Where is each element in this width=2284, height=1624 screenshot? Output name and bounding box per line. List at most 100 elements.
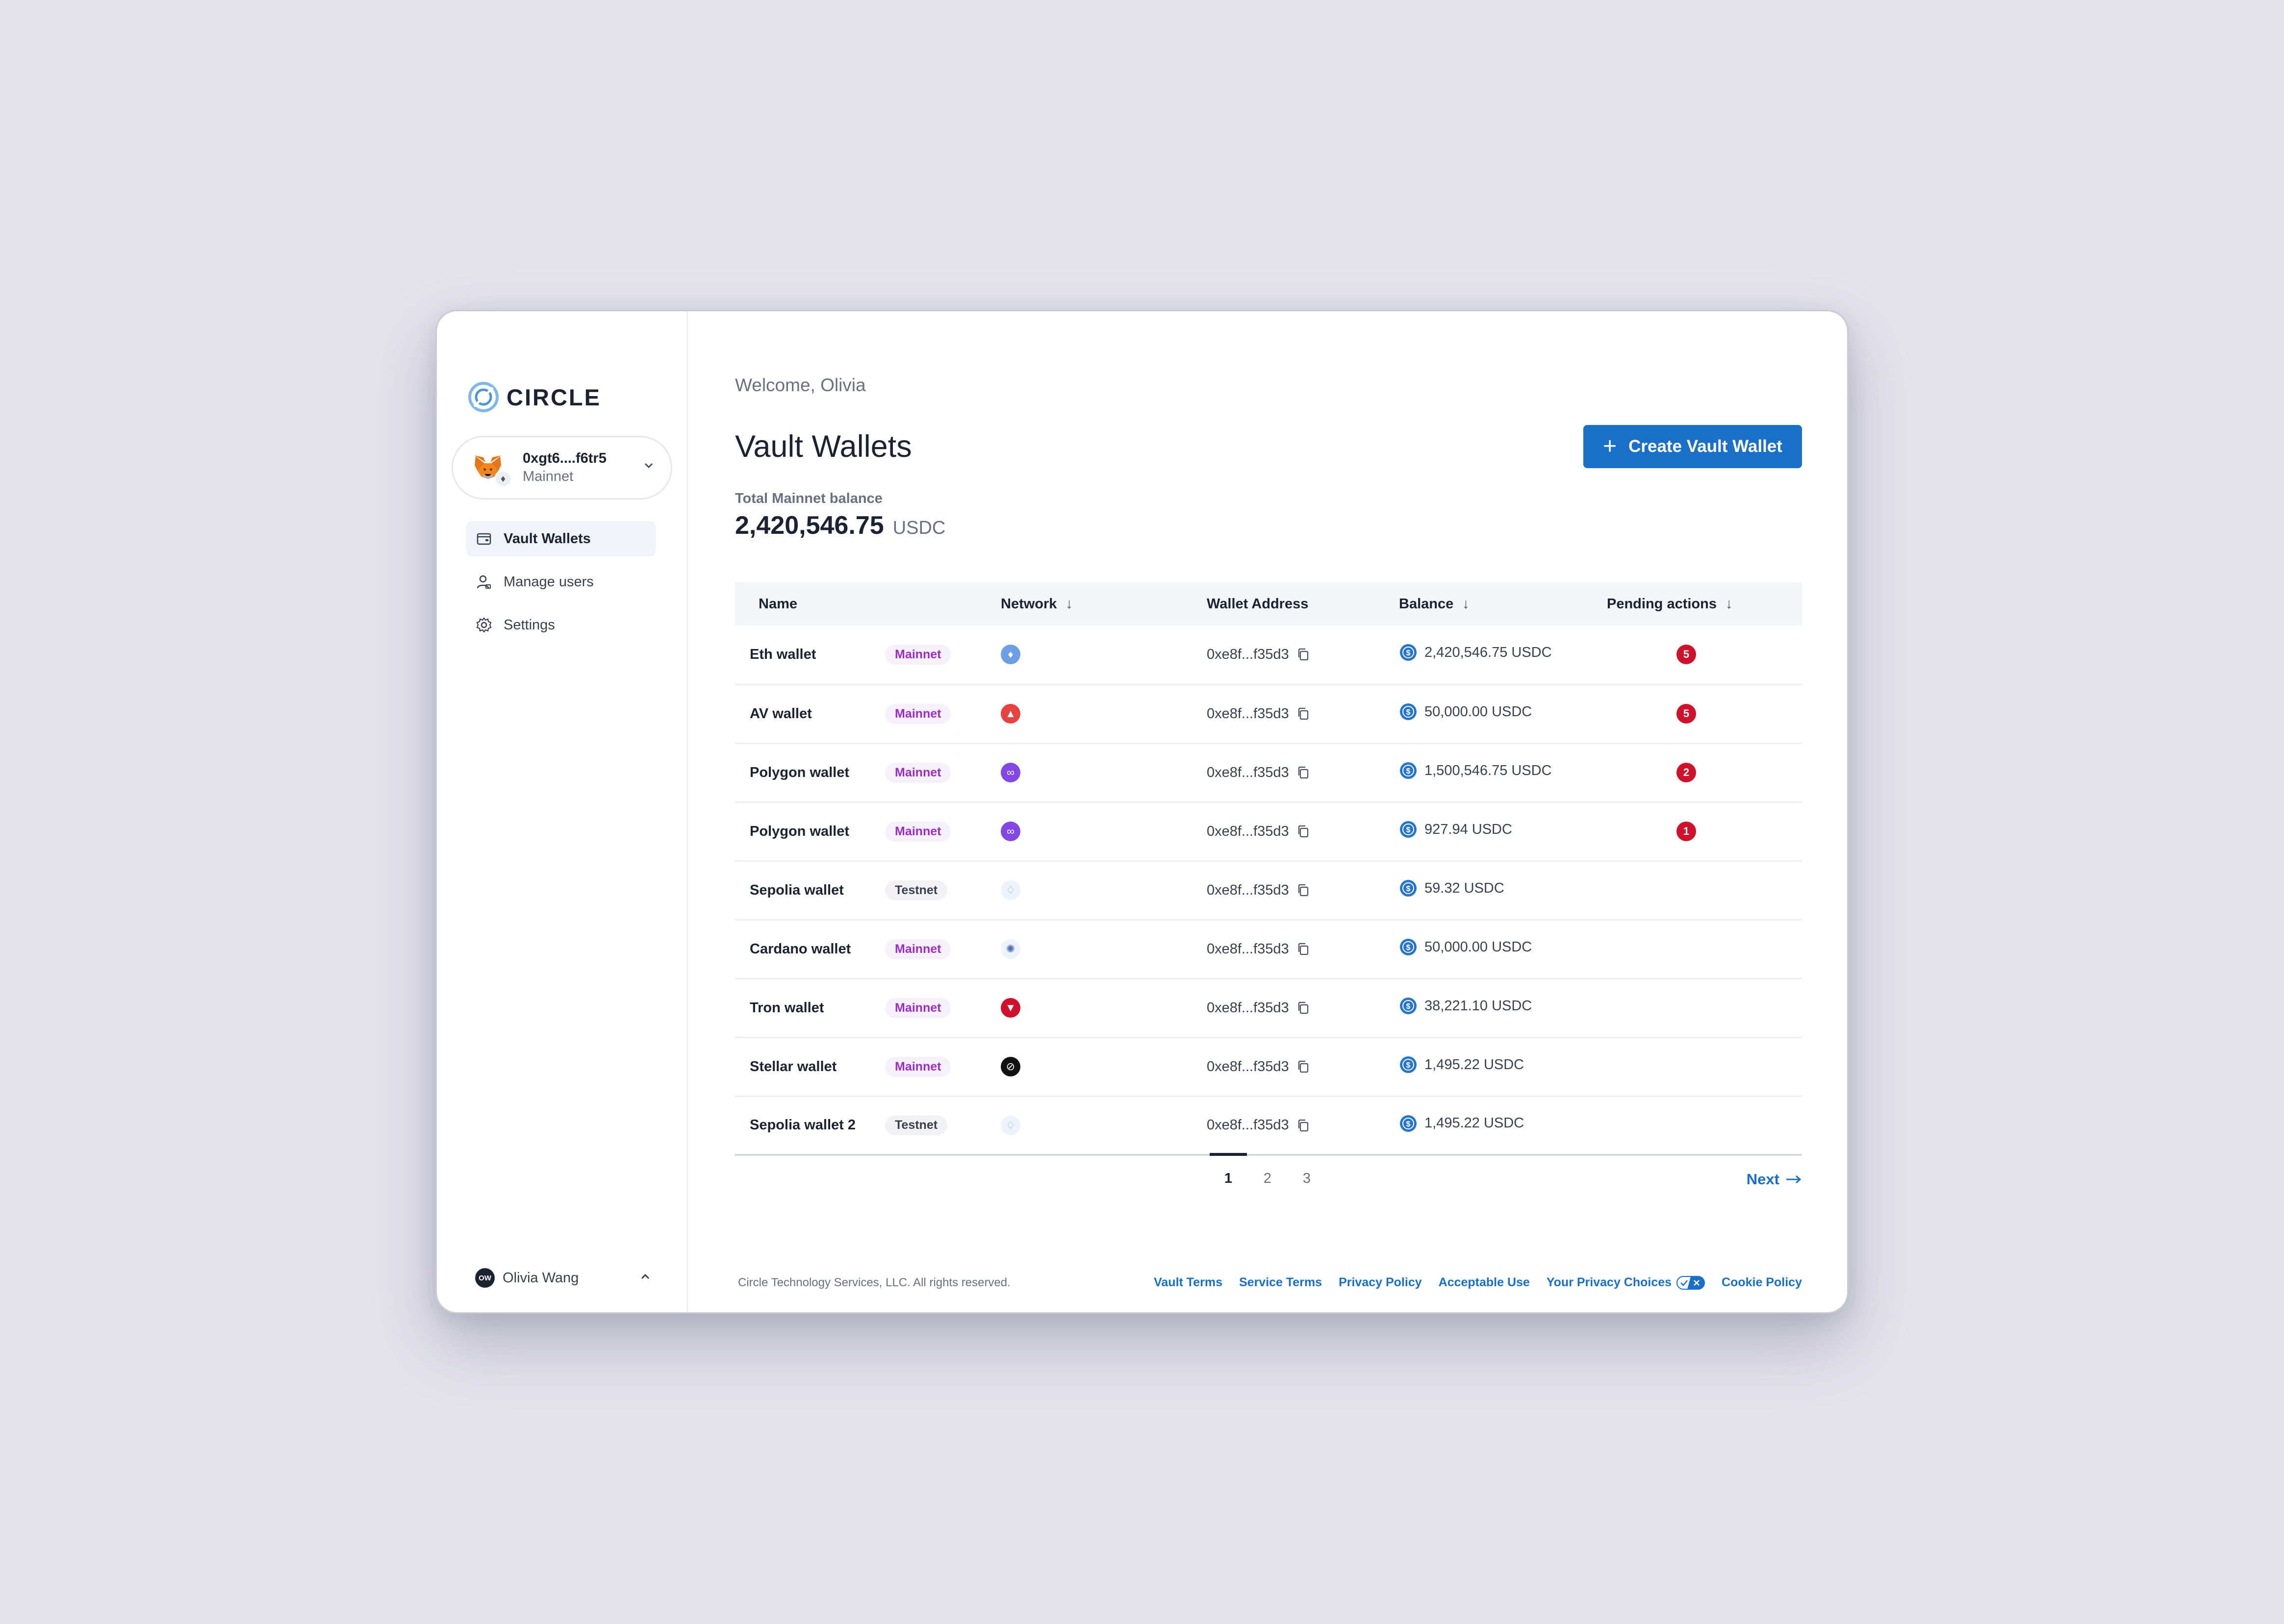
footer-link-privacy-policy[interactable]: Privacy Policy	[1339, 1275, 1422, 1289]
tron-icon: ▼	[1001, 998, 1020, 1018]
footer-link-acceptable-use[interactable]: Acceptable Use	[1438, 1275, 1530, 1289]
pending-count-badge[interactable]: 5	[1676, 645, 1696, 665]
pending-count-badge[interactable]: 5	[1676, 704, 1696, 724]
wallet-name: Cardano wallet	[750, 941, 851, 957]
table-row[interactable]: AV wallet Mainnet ▲ 0xe8f...f35d3 $ 50,0…	[735, 684, 1802, 743]
network-env-badge: Mainnet	[885, 762, 951, 783]
privacy-choices-icon	[1676, 1275, 1705, 1290]
sepolia-icon: ♢	[1001, 880, 1020, 900]
svg-text:$: $	[1406, 944, 1411, 952]
wallet-name: Eth wallet	[750, 646, 816, 662]
svg-text:$: $	[1406, 1061, 1411, 1070]
plus-icon: +	[1603, 433, 1617, 459]
wallet-balance: 38,221.10 USDC	[1424, 998, 1532, 1014]
copy-icon[interactable]	[1296, 942, 1311, 956]
wallet-address: 0xe8f...f35d3	[1207, 705, 1289, 722]
footer-link-vault-terms[interactable]: Vault Terms	[1154, 1275, 1222, 1289]
wallet-address: 0xe8f...f35d3	[1207, 941, 1289, 957]
column-header-name[interactable]: Name	[759, 596, 797, 612]
sidebar-item-manage-users[interactable]: Manage users	[466, 564, 656, 600]
copy-icon[interactable]	[1296, 706, 1311, 721]
table-row[interactable]: Polygon wallet Mainnet ∞ 0xe8f...f35d3 $…	[735, 802, 1802, 861]
footer-link-service-terms[interactable]: Service Terms	[1239, 1275, 1322, 1289]
chevron-up-icon[interactable]	[639, 1270, 652, 1286]
network-env-badge: Mainnet	[885, 821, 951, 842]
table-row[interactable]: Eth wallet Mainnet ♦ 0xe8f...f35d3 $ 2,4…	[735, 625, 1802, 684]
polygon-icon: ∞	[1001, 763, 1020, 782]
total-balance-label: Total Mainnet balance	[735, 491, 883, 506]
account-switcher[interactable]: ♦ 0xgt6....f6tr5 Mainnet	[452, 436, 672, 500]
main-content: Welcome, Olivia Vault Wallets + Create V…	[688, 311, 1847, 1312]
copy-icon[interactable]	[1296, 647, 1311, 662]
gear-icon	[476, 617, 492, 633]
footer-link-cookie-policy[interactable]: Cookie Policy	[1722, 1275, 1802, 1289]
network-env-badge: Mainnet	[885, 998, 951, 1018]
wallet-icon	[477, 533, 491, 545]
wallets-table: Name Network ↓ Wallet Address Balance ↓ Pe…	[735, 582, 1802, 1156]
usdc-icon: $	[1400, 880, 1417, 897]
copy-icon[interactable]	[1296, 1059, 1311, 1074]
sepolia-icon: ♢	[1001, 1115, 1020, 1135]
network-env-badge: Testnet	[885, 880, 948, 900]
account-network: Mainnet	[523, 469, 574, 484]
user-menu[interactable]: OW Olivia Wang	[475, 1268, 652, 1288]
network-env-badge: Mainnet	[885, 939, 951, 959]
usdc-icon: $	[1400, 998, 1417, 1014]
copy-icon[interactable]	[1296, 765, 1311, 780]
copy-icon[interactable]	[1296, 1000, 1311, 1015]
column-header-network[interactable]: Network ↓	[1001, 596, 1073, 612]
next-label: Next	[1746, 1171, 1779, 1188]
table-row[interactable]: Tron wallet Mainnet ▼ 0xe8f...f35d3 $ 38…	[735, 978, 1802, 1037]
network-env-badge: Testnet	[885, 1115, 948, 1136]
create-vault-wallet-label: Create Vault Wallet	[1628, 437, 1782, 456]
sidebar-item-vault-wallets[interactable]: Vault Wallets	[466, 521, 656, 556]
copyright-text: Circle Technology Services, LLC. All rig…	[738, 1275, 1011, 1289]
wallet-name: Polygon wallet	[750, 764, 850, 780]
wallet-name: Stellar wallet	[750, 1058, 837, 1074]
page-button-3[interactable]: 3	[1302, 1171, 1311, 1186]
next-page-button[interactable]: Next	[1747, 1171, 1802, 1188]
avalanche-icon: ▲	[1001, 704, 1020, 724]
table-row[interactable]: Sepolia wallet 2 Testnet ♢ 0xe8f...f35d3…	[735, 1096, 1802, 1155]
column-header-balance[interactable]: Balance ↓	[1399, 596, 1470, 612]
cardano-icon: ✺	[1001, 939, 1020, 959]
network-env-badge: Mainnet	[885, 644, 951, 665]
ethereum-mini-icon: ♦	[494, 470, 512, 488]
wallet-name: Sepolia wallet	[750, 882, 844, 898]
user-name: Olivia Wang	[503, 1270, 579, 1286]
ethereum-icon: ♦	[1001, 645, 1020, 665]
copy-icon[interactable]	[1296, 1118, 1311, 1133]
copy-icon[interactable]	[1296, 883, 1311, 898]
page-button-1[interactable]: 1	[1209, 1153, 1248, 1187]
copy-icon[interactable]	[1296, 824, 1311, 839]
usdc-icon: $	[1400, 762, 1417, 779]
usdc-icon: $	[1400, 644, 1417, 661]
usdc-icon: $	[1400, 1115, 1417, 1132]
wallet-name: Polygon wallet	[750, 823, 850, 839]
column-header-pending[interactable]: Pending actions ↓	[1607, 596, 1733, 612]
svg-text:$: $	[1406, 649, 1411, 657]
stellar-icon: ⊘	[1001, 1057, 1020, 1076]
table-row[interactable]: Sepolia wallet Testnet ♢ 0xe8f...f35d3 $…	[735, 861, 1802, 920]
circle-logo[interactable]: CIRCLE	[467, 380, 672, 414]
footer-link-privacy-choices[interactable]: Your Privacy Choices	[1547, 1275, 1705, 1290]
sidebar-item-settings[interactable]: Settings	[466, 607, 656, 643]
table-row[interactable]: Stellar wallet Mainnet ⊘ 0xe8f...f35d3 $…	[735, 1037, 1802, 1096]
arrow-right-icon	[1786, 1175, 1802, 1184]
table-row[interactable]: Polygon wallet Mainnet ∞ 0xe8f...f35d3 $…	[735, 743, 1802, 802]
wallet-address: 0xe8f...f35d3	[1207, 646, 1289, 662]
page-button-2[interactable]: 2	[1263, 1171, 1272, 1186]
wallet-balance: 2,420,546.75 USDC	[1424, 644, 1552, 660]
sidebar-nav: Vault Wallets Manage users Settings	[452, 521, 672, 643]
wallet-address: 0xe8f...f35d3	[1207, 823, 1289, 839]
table-row[interactable]: Cardano wallet Mainnet ✺ 0xe8f...f35d3 $…	[735, 920, 1802, 978]
pending-count-badge[interactable]: 1	[1676, 822, 1696, 841]
pending-count-badge[interactable]: 2	[1676, 763, 1696, 782]
create-vault-wallet-button[interactable]: + Create Vault Wallet	[1583, 425, 1802, 468]
chevron-down-icon[interactable]	[642, 459, 655, 476]
sidebar-item-label: Manage users	[504, 574, 594, 590]
table-header-row: Name Network ↓ Wallet Address Balance ↓ Pe…	[735, 582, 1802, 625]
wallet-balance: 1,495.22 USDC	[1424, 1115, 1524, 1131]
circle-logo-icon	[468, 382, 499, 412]
network-env-badge: Mainnet	[885, 1056, 951, 1077]
